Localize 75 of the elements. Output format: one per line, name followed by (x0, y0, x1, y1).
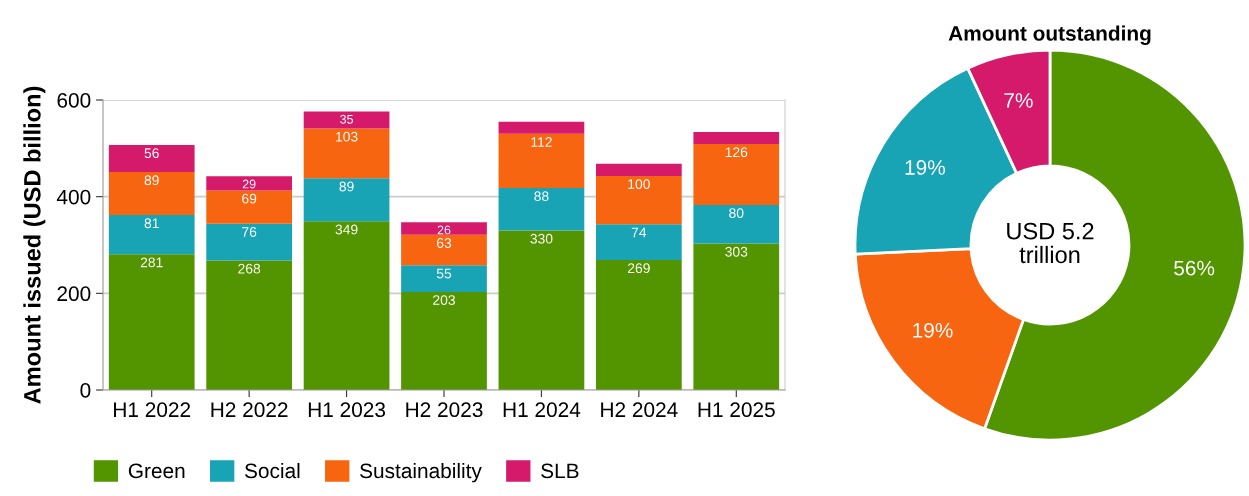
data-label: 69 (242, 193, 257, 204)
bar (595, 163, 682, 176)
data-label: 29 (242, 179, 256, 189)
bar (206, 176, 293, 191)
data-label: 19% (905, 160, 945, 175)
bar (108, 144, 195, 173)
bar (206, 260, 293, 390)
data-label: 89 (339, 181, 354, 192)
bar (108, 172, 195, 216)
data-label: 56% (1174, 260, 1215, 276)
data-label: 56 (144, 148, 159, 159)
bar (498, 133, 585, 188)
y-tick-label: 400 (56, 189, 91, 205)
data-label: 268 (238, 263, 261, 274)
data-label: 80 (729, 208, 744, 218)
data-label: 103 (336, 131, 358, 142)
bar (693, 143, 780, 205)
bar (498, 187, 585, 231)
data-label: 349 (335, 224, 358, 235)
x-tick-label: H1 2024 (503, 402, 581, 418)
bar (595, 259, 682, 390)
legend-label: SLB (541, 463, 579, 479)
data-label: 269 (627, 263, 650, 274)
bar (303, 128, 390, 179)
x-tick-label: H1 2022 (114, 402, 191, 418)
data-label: 281 (140, 257, 163, 268)
data-label: 55 (436, 268, 452, 279)
text: USD 5.2 trillion (1007, 222, 1094, 264)
data-label: 35 (340, 114, 353, 124)
bar (206, 223, 293, 261)
bar (401, 222, 487, 235)
legend-label: Social (244, 462, 300, 479)
bar (595, 175, 682, 225)
bar (401, 265, 487, 292)
data-label: 330 (530, 233, 553, 244)
data-label: 81 (144, 218, 159, 229)
data-label: 7% (1004, 93, 1033, 108)
x-tick-label: H1 2025 (698, 402, 775, 418)
data-label: 203 (433, 295, 455, 305)
bar (693, 204, 780, 244)
data-label: 303 (725, 246, 748, 257)
bar (693, 243, 780, 390)
bar (108, 215, 195, 255)
x-tick-label: H2 2022 (211, 402, 288, 418)
bar (206, 190, 293, 224)
bar (303, 178, 390, 222)
data-label: 63 (436, 238, 452, 248)
data-label: 89 (144, 175, 159, 186)
data-label: 26 (437, 225, 451, 235)
bar (693, 131, 780, 144)
legend-label: Green (128, 463, 185, 479)
y-tick-label: 200 (57, 286, 91, 302)
x-tick-label: H1 2023 (308, 402, 386, 418)
bar (401, 234, 487, 266)
chart-title: Amount outstanding (948, 25, 1151, 45)
y-tick-label: 0 (80, 383, 91, 398)
x-tick-label: H2 2024 (601, 402, 678, 418)
data-label: 126 (725, 147, 748, 158)
x-tick-label: H2 2023 (406, 402, 483, 418)
bar (498, 121, 585, 134)
data-label: 76 (242, 227, 257, 237)
y-axis-title: Amount issued (USD billion) (23, 86, 46, 404)
bar (303, 221, 390, 390)
data-label: 19% (913, 322, 953, 338)
data-label: 88 (534, 191, 549, 202)
data-label: 74 (631, 227, 647, 238)
data-label: 100 (628, 179, 650, 189)
bar (595, 224, 682, 260)
bar (498, 230, 585, 390)
bar (401, 291, 487, 390)
bar (108, 254, 195, 390)
y-tick-label: 600 (57, 93, 91, 108)
bar (303, 111, 390, 129)
data-label: 112 (531, 137, 552, 147)
legend-label: Sustainability (360, 462, 482, 483)
